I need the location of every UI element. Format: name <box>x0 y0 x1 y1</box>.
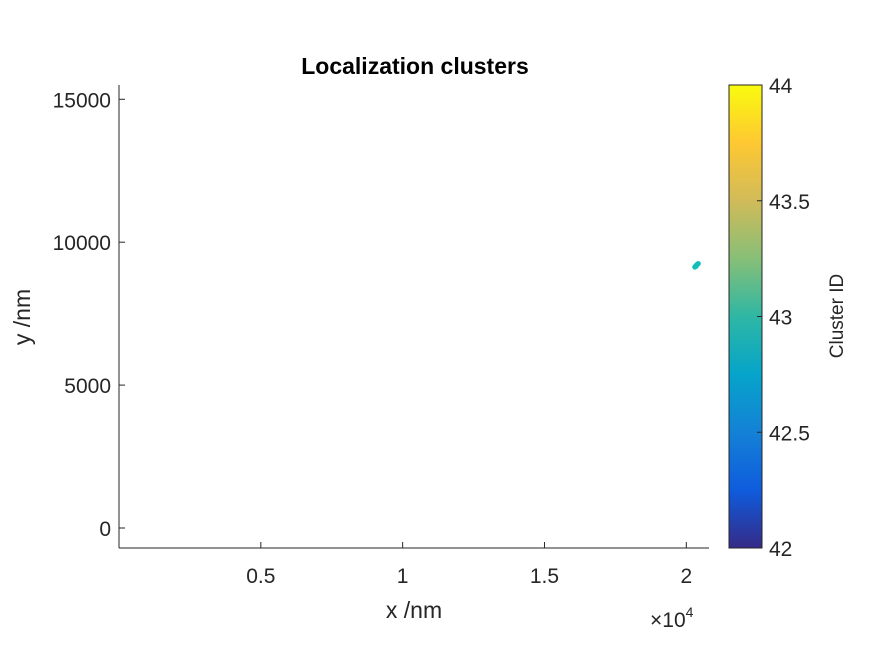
chart-labels: Localization clusters x /nm y /nm ×104 C… <box>9 53 848 632</box>
chart-title: Localization clusters <box>301 53 529 79</box>
x-axis-label: x /nm <box>386 597 442 623</box>
y-tick-label: 15000 <box>53 89 111 112</box>
x-tick-label: 1.5 <box>530 565 559 588</box>
data-point <box>693 263 699 269</box>
colorbar-tick-label: 43 <box>769 307 792 330</box>
y-tick-label: 5000 <box>64 375 111 398</box>
x-axis-multiplier: ×104 <box>650 604 694 632</box>
x-tick-label: 0.5 <box>246 565 275 588</box>
y-tick-label: 10000 <box>53 232 111 255</box>
multiplier-base: 10 <box>662 609 685 632</box>
x-tick-label: 1 <box>397 565 409 588</box>
colorbar-label: Cluster ID <box>827 274 848 358</box>
colorbar-tick-label: 42 <box>769 538 792 561</box>
y-tick-label: 0 <box>99 518 111 541</box>
colorbar-tick-label: 42.5 <box>769 422 810 445</box>
colorbar-tick-label: 43.5 <box>769 191 810 214</box>
y-axis-label: y /nm <box>9 289 35 345</box>
multiplier-exponent: 4 <box>686 604 694 620</box>
colorbar: 42 42.5 43 43.5 44 <box>728 75 810 561</box>
plot-area: 0.5 1 1.5 2 0 5000 10000 15000 <box>53 85 709 588</box>
colorbar-tick-label: 44 <box>769 75 793 98</box>
x-tick-label: 2 <box>680 565 692 588</box>
multiplier-times: × <box>650 609 662 632</box>
